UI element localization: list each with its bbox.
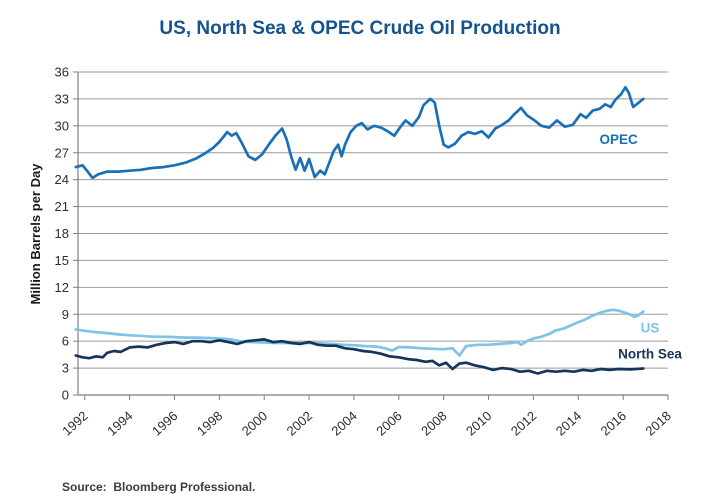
chart-title: US, North Sea & OPEC Crude Oil Productio… [159,18,561,39]
x-tick-label-2000: 2000 [239,408,271,438]
y-tick-label-6: 6 [62,334,69,349]
x-tick-label-2004: 2004 [328,408,360,438]
x-tick-label-2008: 2008 [418,408,450,438]
source-note: Source: Bloomberg Professional. (US = DO… [62,447,429,500]
series-labels: OPEC US North Sea [600,132,683,361]
y-tick-label-3: 3 [62,361,69,376]
y-tick-label-24: 24 [55,172,69,187]
y-tick-label-36: 36 [55,65,69,80]
y-tick-label-33: 33 [55,91,69,106]
y-tick-label-27: 27 [55,145,69,160]
y-tick-label-15: 15 [55,253,69,268]
y-axis-title: Million Barrels per Day [28,163,43,305]
x-tick-label-1998: 1998 [194,408,226,438]
x-tick-label-2016: 2016 [598,408,630,438]
us-series-line [74,308,645,357]
x-tick-label-2002: 2002 [284,408,316,438]
opec-series-line [74,85,645,180]
north-sea-series-label: North Sea [618,347,682,362]
x-tick-label-1994: 1994 [104,408,136,438]
axis-lines [73,71,669,400]
x-tick-label-1996: 1996 [149,408,181,438]
y-tick-label-9: 9 [62,307,69,322]
x-tick-label-2014: 2014 [553,408,585,438]
x-tick-label-2010: 2010 [463,408,495,438]
north-sea-series-line [74,338,645,375]
source-line-1: Source: Bloomberg Professional. [62,480,256,494]
x-tick-labels: 1992 1994 1996 1998 2000 2002 2004 2006 2008 2010… [59,408,674,438]
x-tick-label-2018: 2018 [642,408,674,438]
x-tick-label-2006: 2006 [373,408,405,438]
y-tick-label-0: 0 [62,388,69,403]
y-tick-label-12: 12 [55,280,69,295]
x-tick-label-1992: 1992 [59,408,91,438]
series-lines [74,85,645,375]
us-series-label: US [641,321,660,336]
y-tick-label-18: 18 [55,226,69,241]
y-tick-label-21: 21 [55,199,69,214]
opec-series-label: OPEC [600,132,639,147]
x-tick-label-2012: 2012 [508,408,540,438]
y-tick-label-30: 30 [55,118,69,133]
